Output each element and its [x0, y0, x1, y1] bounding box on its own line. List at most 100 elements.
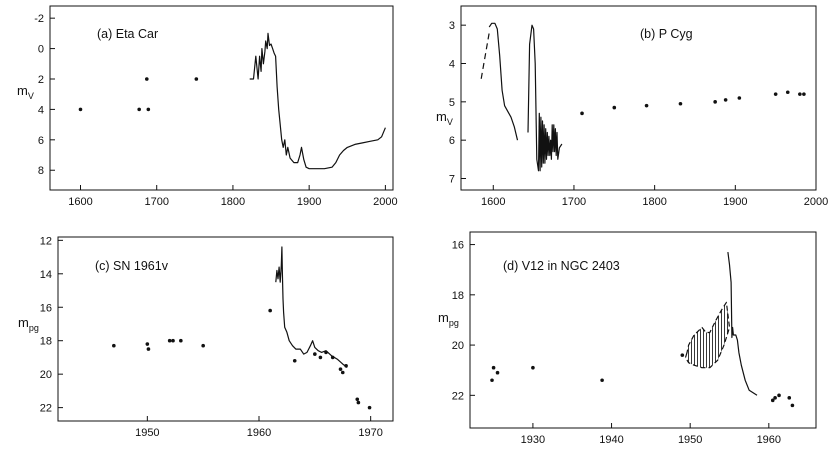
data-marks	[78, 32, 386, 170]
y-tick-label: 7	[449, 174, 455, 186]
data-point	[580, 111, 584, 116]
y-tick-label: 4	[38, 104, 44, 116]
data-point	[644, 103, 649, 108]
data-point	[145, 342, 150, 346]
y-axis-label: mpg	[438, 310, 459, 328]
data-point	[355, 397, 360, 402]
data-marks	[480, 22, 806, 172]
axis-ticks: 1950 1960 1970 12 14 16 18 20 22	[40, 235, 383, 439]
data-point	[713, 100, 717, 104]
x-tick-label: 1700	[144, 196, 168, 208]
axis-ticks: 1600 1700 1800 1900 2000 3 4 5 6 7	[449, 20, 828, 208]
x-tick-label: 1900	[297, 196, 321, 208]
y-tick-label: 20	[40, 369, 52, 381]
y-tick-label: 4	[449, 59, 455, 71]
light-curve	[727, 252, 758, 396]
y-tick-label: 22	[452, 390, 464, 402]
data-point	[612, 105, 617, 110]
panel-eta-car: (a) Eta Car mV 1600 1700 1800 1900 2000 -2 0 2 4…	[17, 5, 398, 208]
data-point	[802, 92, 806, 96]
y-tick-label: 14	[40, 269, 52, 281]
data-point	[787, 396, 792, 400]
data-point	[171, 338, 175, 343]
panel-title: (a) Eta Car	[97, 27, 158, 41]
data-point	[777, 393, 781, 398]
data-marks	[112, 246, 372, 410]
data-point	[146, 107, 151, 112]
data-point	[137, 107, 141, 112]
data-point	[770, 398, 775, 403]
x-tick-label: 1950	[678, 434, 702, 446]
data-point	[798, 92, 802, 96]
plot-frame	[49, 5, 394, 191]
y-tick-label: 3	[449, 20, 455, 32]
data-marks	[490, 252, 795, 408]
y-tick-label: 22	[40, 403, 52, 415]
light-curve	[527, 24, 563, 172]
data-point	[78, 107, 83, 112]
data-point	[145, 77, 149, 81]
panel-title: (d) V12 in NGC 2403	[503, 259, 620, 273]
light-curve	[488, 22, 519, 141]
y-tick-label: 18	[40, 336, 52, 348]
data-point	[167, 338, 172, 343]
data-point	[737, 96, 742, 100]
data-point	[490, 378, 494, 383]
x-tick-label: 1800	[221, 196, 245, 208]
y-tick-label: 6	[449, 135, 455, 147]
data-point	[785, 90, 790, 95]
y-tick-label: 0	[38, 44, 44, 56]
y-tick-label: 18	[452, 290, 464, 302]
x-tick-label: 1970	[358, 427, 382, 439]
x-tick-label: 1950	[135, 427, 159, 439]
data-point	[723, 98, 728, 102]
data-point	[201, 343, 205, 348]
data-point	[491, 365, 496, 370]
axis-ticks: 1930 1940 1950 1960 16 18 20 22	[452, 240, 781, 446]
data-point	[340, 370, 345, 375]
axis-ticks: 1600 1700 1800 1900 2000 -2 0 2 4 6 8	[34, 13, 397, 208]
data-point	[790, 403, 795, 408]
y-axis-label: mV	[17, 83, 34, 101]
data-point	[773, 92, 778, 96]
data-point	[367, 405, 372, 410]
x-tick-label: 1600	[481, 196, 505, 208]
hatched-region	[684, 301, 731, 369]
y-tick-label: 12	[40, 235, 52, 247]
data-point	[292, 358, 297, 363]
x-tick-label: 1800	[642, 196, 666, 208]
data-point	[179, 338, 183, 343]
plot-frame	[460, 5, 817, 191]
x-tick-label: 1600	[68, 196, 92, 208]
panel-title: (c) SN 1961v	[95, 259, 169, 273]
light-curve	[275, 246, 348, 368]
data-point	[356, 400, 361, 405]
panel-title: (b) P Cyg	[640, 27, 693, 41]
y-tick-label: 16	[40, 302, 52, 314]
data-point	[600, 378, 604, 383]
y-axis-label: mV	[436, 109, 453, 127]
data-point	[773, 396, 777, 400]
data-point	[678, 101, 683, 106]
data-point	[313, 352, 317, 356]
y-tick-label: -2	[34, 13, 44, 25]
data-point	[531, 365, 535, 370]
y-tick-label: 20	[452, 340, 464, 352]
data-point	[194, 77, 199, 81]
x-tick-label: 1900	[723, 196, 747, 208]
y-tick-label: 5	[449, 97, 455, 109]
x-tick-label: 2000	[804, 196, 828, 208]
x-tick-label: 1940	[599, 434, 623, 446]
y-axis-label: mpg	[18, 315, 39, 333]
data-point	[112, 343, 116, 348]
data-point	[318, 355, 323, 360]
data-point	[268, 308, 272, 313]
panel-sn-1961v: (c) SN 1961v mpg 1950 1960 1970 12 14 16 18 20 2…	[18, 235, 394, 439]
y-tick-label: 16	[452, 240, 464, 252]
panel-p-cyg: (b) P Cyg mV 1600 1700 1800 1900 2000 3 4 5 6 7	[436, 5, 828, 208]
plot-frame	[469, 231, 817, 429]
y-tick-label: 6	[38, 135, 44, 147]
x-tick-label: 1960	[757, 434, 781, 446]
data-point	[146, 347, 151, 351]
